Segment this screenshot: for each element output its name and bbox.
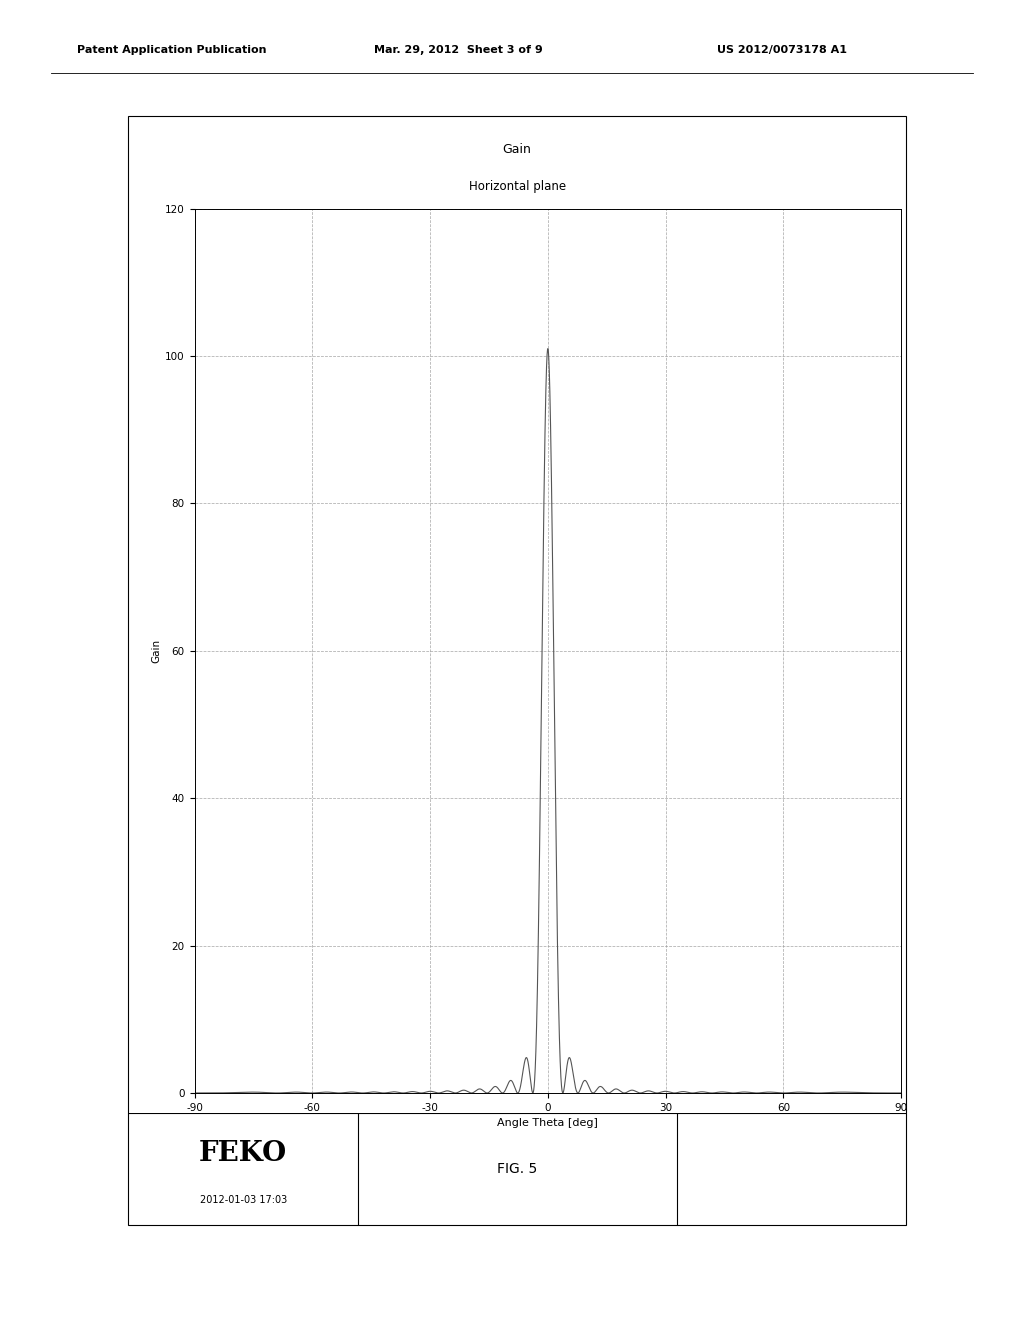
Text: FEKO: FEKO <box>199 1139 288 1167</box>
X-axis label: Angle Theta [deg]: Angle Theta [deg] <box>498 1118 598 1129</box>
Y-axis label: Gain: Gain <box>151 639 161 663</box>
Text: Mar. 29, 2012  Sheet 3 of 9: Mar. 29, 2012 Sheet 3 of 9 <box>374 45 543 55</box>
Text: Horizontal plane: Horizontal plane <box>469 180 565 193</box>
Text: Gain: Gain <box>503 143 531 156</box>
Text: FIG. 5: FIG. 5 <box>497 1162 538 1176</box>
Text: 2012-01-03 17:03: 2012-01-03 17:03 <box>200 1196 287 1205</box>
Text: US 2012/0073178 A1: US 2012/0073178 A1 <box>717 45 847 55</box>
Text: Patent Application Publication: Patent Application Publication <box>77 45 266 55</box>
